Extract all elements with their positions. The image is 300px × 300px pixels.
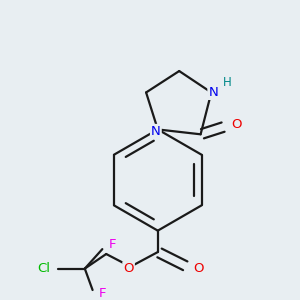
- Text: N: N: [151, 125, 161, 138]
- Text: N: N: [208, 86, 218, 99]
- Text: H: H: [223, 76, 231, 89]
- Text: Cl: Cl: [38, 262, 50, 275]
- Text: F: F: [108, 238, 116, 251]
- Text: O: O: [123, 262, 134, 275]
- Text: O: O: [231, 118, 242, 131]
- Text: O: O: [194, 262, 204, 275]
- Text: F: F: [99, 287, 106, 300]
